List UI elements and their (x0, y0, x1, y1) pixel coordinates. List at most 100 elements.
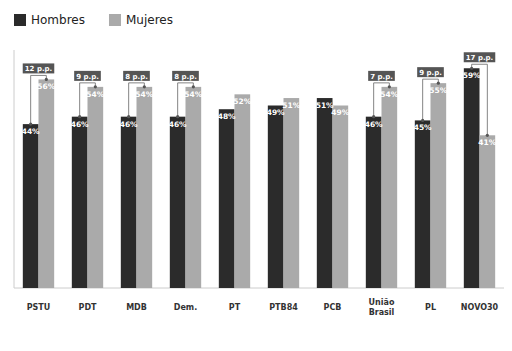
data-label: 56% (37, 82, 55, 91)
bar (268, 105, 284, 288)
bracket-dot (94, 85, 97, 88)
bar (235, 94, 251, 288)
data-label: 54% (135, 90, 153, 99)
bar (317, 98, 333, 288)
bracket-line (472, 64, 488, 65)
data-label: 51% (282, 101, 300, 110)
bar (480, 135, 496, 288)
x-tick-label: UniãoBrasil (369, 298, 395, 317)
bracket-line (487, 64, 488, 135)
x-tick-label-line: Brasil (369, 308, 395, 317)
bracket-line (177, 83, 178, 117)
x-tick-label-line: PCB (324, 303, 342, 312)
data-label: 52% (233, 97, 251, 106)
x-tick-label-line: Dem. (174, 303, 197, 312)
chart: HombresMujeres44%46%46%46%48%49%51%46%45… (0, 0, 512, 351)
data-label: 49% (331, 108, 349, 117)
legend-swatch (14, 14, 26, 26)
x-tick-label-line: NOVO30 (461, 303, 499, 312)
x-tick-label: PDT (79, 303, 98, 312)
data-label: 46% (169, 120, 187, 129)
bar (23, 124, 39, 288)
bracket-dot (127, 115, 130, 118)
legend-label: Hombres (31, 13, 85, 27)
x-tick-label-line: MDB (126, 303, 147, 312)
x-tick-label-line: União (369, 298, 395, 307)
data-label: 41% (478, 138, 496, 147)
annotation-box: 7 p.p. (368, 71, 395, 81)
bracket-dot (388, 85, 391, 88)
x-tick-label-line: PL (425, 303, 436, 312)
annotation-bg (464, 52, 496, 62)
annotation: 17 p.p. (466, 54, 494, 62)
annotation-box: 9 p.p. (417, 67, 444, 77)
annotation-bg (123, 71, 150, 81)
data-label: 45% (414, 123, 432, 132)
x-tick-label: PCB (324, 303, 342, 312)
data-labels: 44%46%46%46%48%49%51%46%45%59%56%54%54%5… (22, 71, 497, 147)
x-tick-label: Dem. (174, 303, 197, 312)
bracket-dot (29, 123, 32, 126)
x-tick-labels: PSTU PDT MDB Dem. PT PTB84 PCB UniãoBrasil PL NOV… (27, 298, 499, 317)
bracket-dot (437, 82, 440, 85)
bar (382, 87, 398, 288)
data-label: 48% (218, 112, 236, 121)
annotation-bg (74, 71, 101, 81)
annotation-box: 8 p.p. (123, 71, 150, 81)
bar (121, 117, 137, 288)
bracket-line (374, 82, 390, 83)
x-tick-label: MDB (126, 303, 147, 312)
annotation-bg (417, 67, 444, 77)
x-tick-label-line: PDT (79, 303, 98, 312)
bar (415, 120, 431, 288)
annotation-box: 17 p.p. (464, 52, 496, 62)
bracket-dot (192, 85, 195, 88)
legend-swatch (109, 14, 121, 26)
bracket-line (128, 83, 129, 117)
bracket-line (80, 82, 96, 83)
x-tick-label: PTB84 (269, 303, 298, 312)
x-tick-label-line: PSTU (27, 303, 51, 312)
bar (88, 87, 104, 288)
annotations: 12 p.p.9 p.p.8 p.p.8 p.p.7 p.p.9 p.p.17 … (23, 52, 496, 137)
annotation: 9 p.p. (76, 73, 99, 81)
x-tick-label: PL (425, 303, 436, 312)
bar (464, 68, 480, 288)
bars (23, 68, 495, 288)
bracket-line (178, 82, 194, 83)
data-label: 46% (71, 120, 89, 129)
bar (72, 117, 88, 288)
bracket-line (373, 83, 374, 117)
bar (333, 105, 349, 288)
data-label: 54% (86, 90, 104, 99)
bracket-dot (486, 134, 489, 137)
data-label: 46% (120, 120, 138, 129)
bar (431, 83, 447, 288)
annotation-bg (23, 63, 55, 73)
y-axis-line (14, 50, 15, 288)
annotation: 7 p.p. (370, 73, 393, 81)
bracket-dot (470, 67, 473, 70)
x-tick-label: PT (229, 303, 241, 312)
x-tick-label: PSTU (27, 303, 51, 312)
annotation: 8 p.p. (125, 73, 148, 81)
bar (186, 87, 202, 288)
bracket-line (30, 75, 31, 124)
x-tick-label: NOVO30 (461, 303, 499, 312)
data-label: 55% (429, 86, 447, 95)
bracket-dot (78, 115, 81, 118)
bracket-line (129, 82, 145, 83)
bracket-dot (421, 119, 424, 122)
bracket-line (79, 83, 80, 117)
annotation: 8 p.p. (174, 73, 197, 81)
bracket-dot (143, 85, 146, 88)
bracket-line (423, 79, 439, 80)
data-label: 46% (365, 120, 383, 129)
bracket-line (31, 75, 47, 76)
data-label: 44% (22, 127, 40, 136)
x-tick-label-line: PT (229, 303, 241, 312)
bracket-dot (176, 115, 179, 118)
bracket-dot (45, 78, 48, 81)
bar (366, 117, 382, 288)
annotation-box: 8 p.p. (172, 71, 199, 81)
